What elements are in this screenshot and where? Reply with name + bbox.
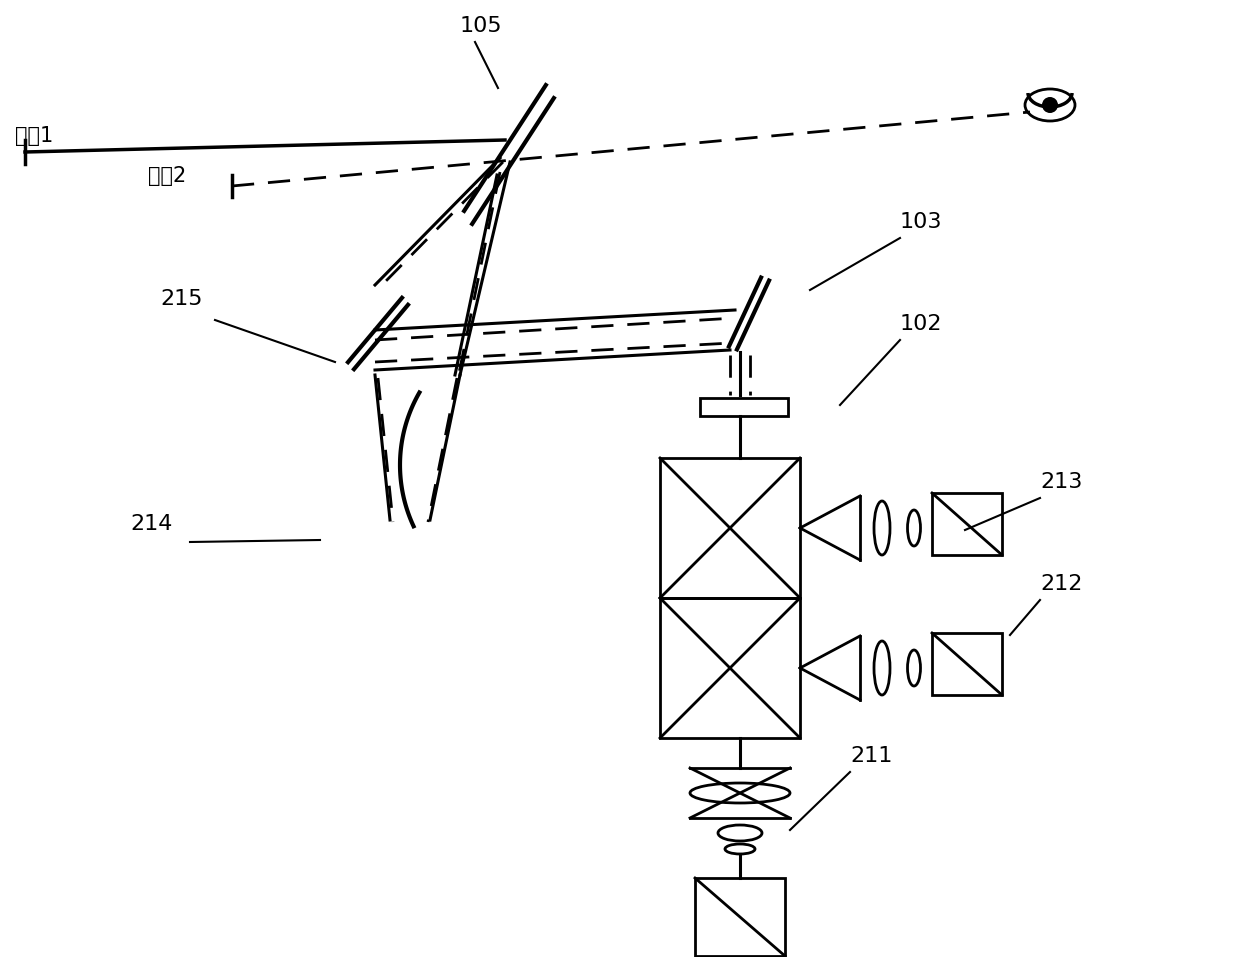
Text: 213: 213 [1040, 472, 1083, 492]
Text: 103: 103 [900, 212, 942, 232]
Text: 212: 212 [1040, 574, 1083, 594]
Text: 214: 214 [130, 514, 172, 534]
Text: 215: 215 [160, 289, 202, 309]
Text: 102: 102 [900, 314, 942, 334]
Bar [660, 458, 800, 598]
Bar [932, 493, 1002, 555]
Text: 虚傃1: 虚傃1 [15, 126, 53, 146]
Text: 105: 105 [460, 16, 502, 36]
Bar [701, 398, 787, 416]
Bar [660, 598, 800, 738]
Bar [932, 633, 1002, 695]
Text: 虚傃2: 虚傃2 [148, 166, 186, 186]
Circle shape [1042, 97, 1058, 113]
Text: 211: 211 [849, 746, 893, 766]
Bar [694, 878, 785, 956]
